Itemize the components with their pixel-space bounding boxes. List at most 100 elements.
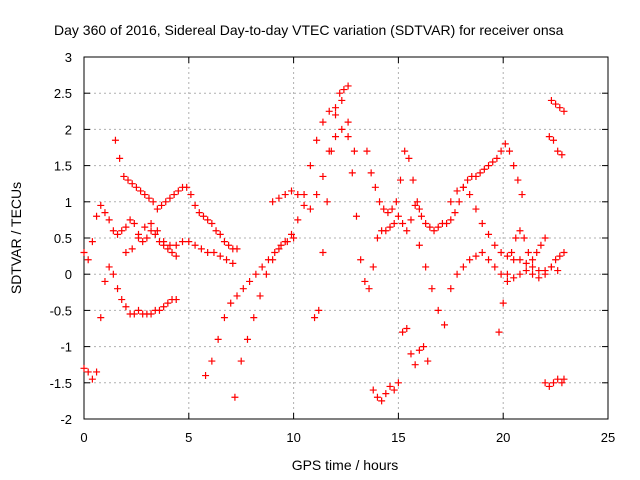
data-point (277, 241, 285, 249)
series-track-m (369, 325, 432, 405)
data-point (139, 238, 147, 246)
data-point (493, 154, 501, 162)
data-point (183, 183, 191, 191)
x-axis-label: GPS time / hours (292, 457, 399, 473)
data-point (149, 198, 157, 206)
data-point (533, 248, 541, 256)
data-point (459, 183, 467, 191)
data-point (497, 270, 505, 278)
data-point (313, 191, 321, 199)
data-point (459, 263, 467, 271)
data-point (403, 227, 411, 235)
data-point (399, 328, 407, 336)
data-point (522, 259, 530, 267)
data-point (233, 245, 241, 253)
data-point (350, 147, 358, 155)
x-tick-label: 25 (601, 430, 615, 445)
data-point (541, 379, 549, 387)
data-point (246, 277, 254, 285)
data-point (386, 382, 394, 390)
data-point (344, 82, 352, 90)
data-point (485, 256, 493, 264)
data-point (101, 209, 109, 217)
data-point (394, 212, 402, 220)
data-point (233, 292, 241, 300)
data-point (510, 162, 518, 170)
data-point (508, 248, 516, 256)
series-track-o (547, 96, 568, 115)
data-point (407, 216, 415, 224)
data-point (269, 256, 277, 264)
data-point (166, 194, 174, 202)
data-point (294, 191, 302, 199)
data-point (430, 227, 438, 235)
data-point (187, 191, 195, 199)
data-point (294, 216, 302, 224)
data-point (455, 198, 463, 206)
data-point (269, 198, 277, 206)
data-point (208, 220, 216, 228)
data-point (250, 314, 258, 322)
data-point (306, 162, 314, 170)
data-point (344, 133, 352, 141)
data-point (415, 346, 423, 354)
data-point (128, 180, 136, 188)
data-point (522, 267, 530, 275)
data-point (503, 270, 511, 278)
chart-title: Day 360 of 2016, Sidereal Day-to-day VTE… (54, 22, 564, 38)
data-point (373, 393, 381, 401)
series-track-j (415, 241, 549, 329)
data-point (195, 209, 203, 217)
data-point (550, 379, 558, 387)
data-point (357, 256, 365, 264)
data-point (560, 107, 568, 115)
data-point (558, 151, 566, 159)
data-point (319, 248, 327, 256)
series-track-q (547, 248, 568, 271)
data-point (122, 223, 130, 231)
data-point (547, 263, 555, 271)
data-point (281, 238, 289, 246)
data-points (80, 82, 568, 405)
data-point (216, 252, 224, 260)
data-point (306, 205, 314, 213)
data-point (141, 191, 149, 199)
series-track-h (311, 86, 423, 322)
data-point (518, 191, 526, 199)
data-point (382, 390, 390, 398)
data-point (172, 241, 180, 249)
data-point (514, 176, 522, 184)
data-point (510, 274, 518, 282)
data-point (122, 303, 130, 311)
data-point (80, 364, 88, 372)
data-point (143, 234, 151, 242)
data-point (512, 234, 520, 242)
data-point (415, 205, 423, 213)
data-point (109, 227, 117, 235)
data-point (227, 299, 235, 307)
data-point (88, 238, 96, 246)
data-point (132, 183, 140, 191)
data-point (231, 393, 239, 401)
data-point (166, 241, 174, 249)
data-point (160, 303, 168, 311)
series-track-c (111, 136, 241, 253)
y-tick-label: -1.5 (50, 376, 72, 391)
series-track-k (447, 183, 562, 275)
data-point (371, 183, 379, 191)
y-tick-label: 0.5 (54, 231, 72, 246)
data-point (344, 118, 352, 126)
data-point (552, 100, 560, 108)
axes-ticks: 0 5 10 15 20 25 -2 -1.5 -1 -0.5 0 0.5 1 1.5 2 2.5 3 (50, 50, 616, 445)
data-point (105, 263, 113, 271)
data-point (505, 147, 513, 155)
data-point (503, 252, 511, 260)
data-point (545, 382, 553, 390)
data-point (537, 241, 545, 249)
data-point (275, 245, 283, 253)
data-point (128, 245, 136, 253)
data-point (338, 125, 346, 133)
data-point (327, 147, 335, 155)
data-point (126, 216, 134, 224)
data-point (97, 201, 105, 209)
